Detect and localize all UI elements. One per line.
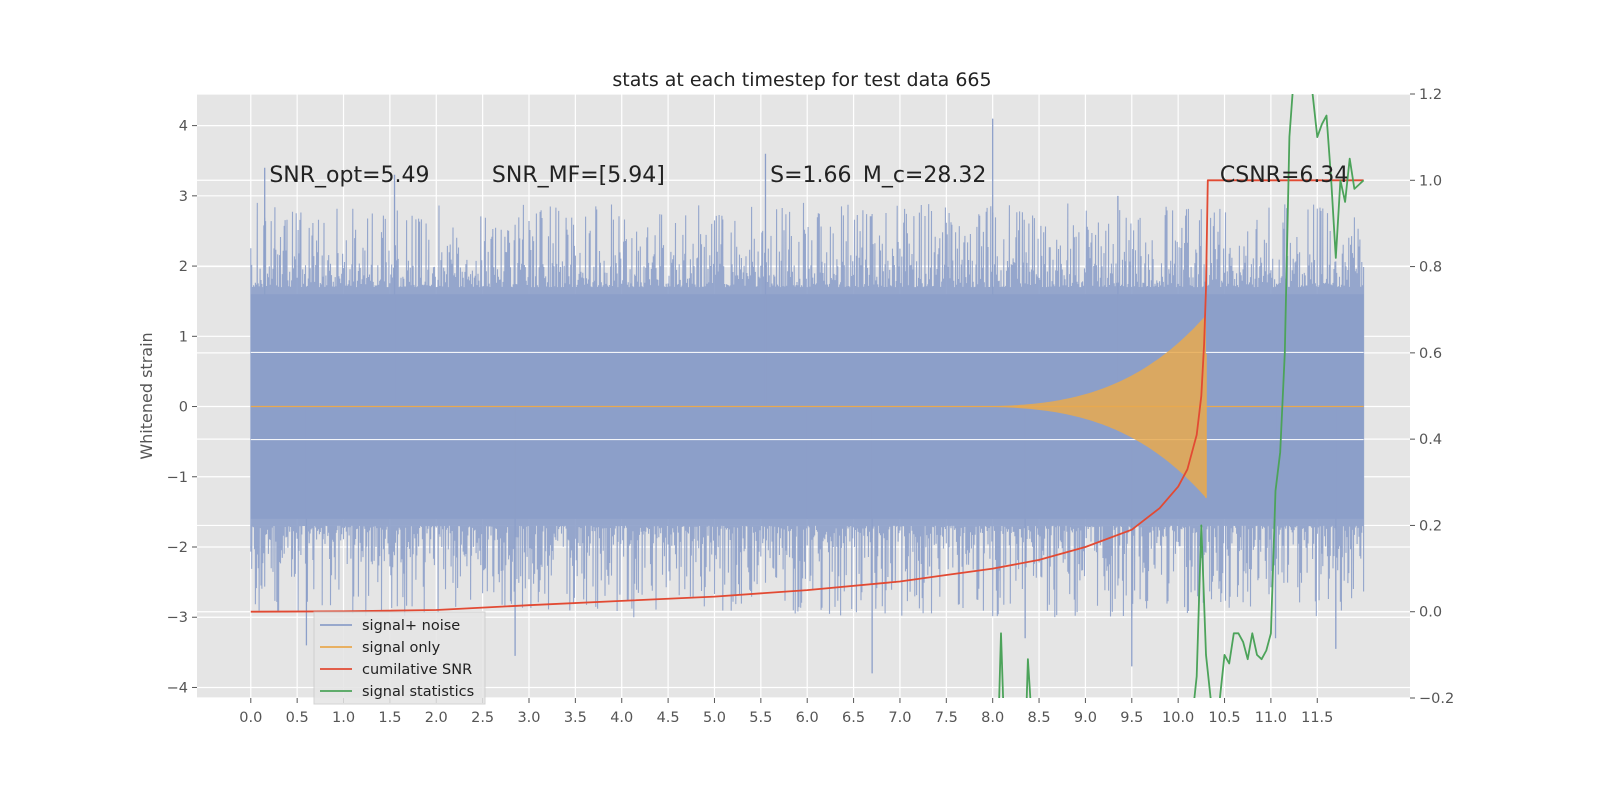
signal-statistics-line [998, 94, 1365, 698]
legend-label: signal statistics [362, 684, 474, 700]
chart-title: stats at each timestep for test data 665 [612, 69, 991, 91]
legend: signal+ noise signal only cumilative SNR si… [313, 611, 486, 705]
x-tick-label: 6.5 [842, 710, 865, 726]
x-tick-label: 10.0 [1162, 710, 1194, 726]
x-tick-label: 7.5 [935, 710, 958, 726]
x-tick-label: 11.0 [1255, 710, 1287, 726]
x-tick-label: 7.0 [888, 710, 911, 726]
x-tick-label: 0.5 [286, 710, 309, 726]
y2-tick-label: 0.2 [1419, 518, 1442, 534]
y-tick-label: 3 [179, 189, 188, 205]
legend-label: cumilative SNR [362, 662, 472, 678]
y-tick-label: 4 [179, 119, 188, 135]
annotation-text: SNR_MF=[5.94] [492, 163, 665, 188]
legend-box [313, 611, 486, 705]
x-tick-label: 6.0 [796, 710, 819, 726]
annotation-text: CSNR=6.34 [1220, 163, 1349, 188]
x-tick-label: 8.5 [1028, 710, 1051, 726]
x-tick-label: 2.5 [471, 710, 494, 726]
x-tick-label: 8.0 [981, 710, 1004, 726]
x-tick-label: 1.5 [378, 710, 401, 726]
y2-tick-label: 0.4 [1419, 432, 1442, 448]
legend-label: signal+ noise [362, 618, 460, 634]
x-tick-label: 0.0 [239, 710, 262, 726]
x-tick-label: 5.5 [749, 710, 772, 726]
y-tick-label: −2 [167, 540, 188, 556]
annotations: SNR_opt=5.49 SNR_MF=[5.94] S=1.66 M_c=28.32… [269, 163, 1348, 188]
y-tick-label: 1 [179, 329, 188, 345]
cumilative-snr-line [250, 179, 1364, 613]
signal-only-layer [250, 315, 1364, 498]
x-tick-label: 3.5 [564, 710, 587, 726]
y-tick-label: 2 [179, 259, 188, 275]
legend-label: signal only [362, 640, 441, 656]
axis-ticks: 0.0 0.5 1.0 1.5 2.0 2.5 3.0 3.5 4.0 4.5 5.0 5.5 6.0 6… [167, 87, 1455, 726]
x-tick-label: 2.0 [425, 710, 448, 726]
x-tick-label: 11.5 [1301, 710, 1333, 726]
x-tick-label: 3.0 [517, 710, 540, 726]
x-tick-label: 9.0 [1074, 710, 1097, 726]
statistics-layer [250, 94, 1365, 698]
y-tick-label: −4 [167, 680, 188, 696]
y-axis-label: Whitened strain [137, 332, 156, 459]
annotation-text: S=1.66 [770, 163, 851, 188]
y-tick-label: 0 [179, 400, 188, 416]
x-tick-label: 5.0 [703, 710, 726, 726]
y2-tick-label: 1.2 [1419, 87, 1442, 103]
x-tick-label: 9.5 [1120, 710, 1143, 726]
annotation-text: SNR_opt=5.49 [269, 163, 429, 188]
y-tick-label: −1 [167, 470, 188, 486]
y2-tick-label: −0.2 [1419, 691, 1454, 707]
y2-tick-label: 0.8 [1419, 260, 1442, 276]
x-tick-label: 4.5 [657, 710, 680, 726]
annotation-text: M_c=28.32 [863, 163, 987, 188]
x-tick-label: 10.5 [1208, 710, 1240, 726]
x-tick-label: 4.0 [610, 710, 633, 726]
y-tick-label: −3 [167, 610, 188, 626]
y2-tick-label: 0.0 [1419, 605, 1442, 621]
signal-chirp [946, 315, 1206, 498]
x-tick-label: 1.0 [332, 710, 355, 726]
y2-tick-label: 1.0 [1419, 173, 1442, 189]
y2-tick-label: 0.6 [1419, 346, 1442, 362]
